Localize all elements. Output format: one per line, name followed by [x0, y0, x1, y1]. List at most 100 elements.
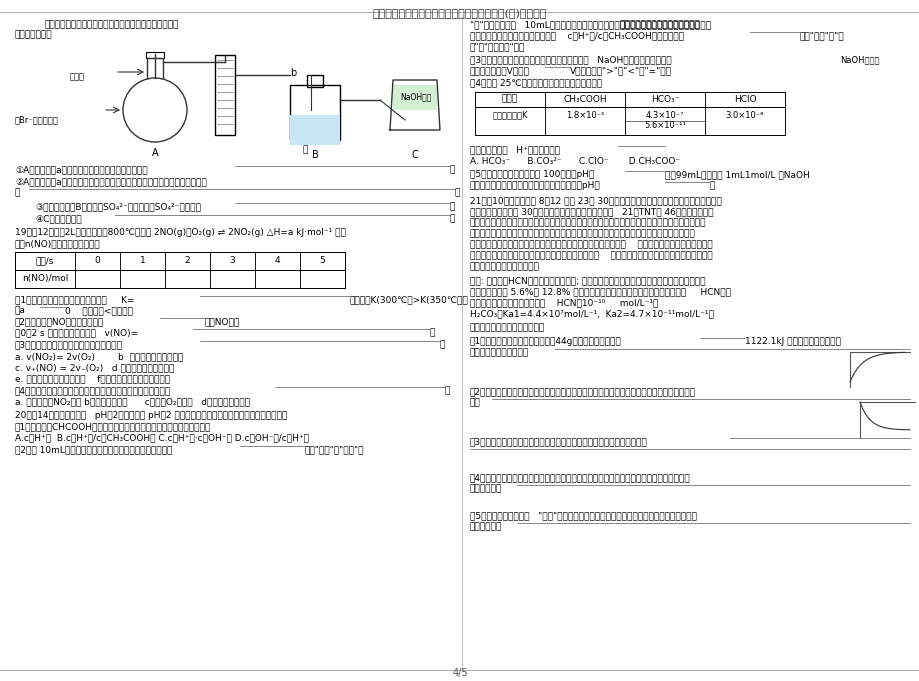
Text: ①A装置中通入a气体的目的是（用离子方程式表示）: ①A装置中通入a气体的目的是（用离子方程式表示）	[15, 165, 147, 174]
Bar	[544, 107, 624, 135]
Text: （填"向左"、"向右"或: （填"向左"、"向右"或	[305, 445, 364, 454]
Text: ，: ，	[439, 340, 445, 349]
Text: 。: 。	[709, 181, 715, 190]
Bar	[704, 107, 784, 135]
Text: （3）不能够说明该反应已达到平衡状态的是: （3）不能够说明该反应已达到平衡状态的是	[15, 340, 123, 349]
Text: 危险品（硫化钠、金属镁、铁箱、硝化纤维素、电石、硅钙合金等    ）；氧化剂和有机过氧化物（硝: 危险品（硫化钠、金属镁、铁箱、硝化纤维素、电石、硅钙合金等 ）；氧化剂和有机过氧…	[470, 240, 712, 249]
Text: 小"或"无法确定"）。: 小"或"无法确定"）。	[470, 42, 525, 51]
Bar	[255, 252, 300, 270]
Bar	[119, 270, 165, 288]
Text: 。已知：K(300℃）>K(350℃），: 。已知：K(300℃）>K(350℃），	[349, 295, 469, 304]
Bar	[146, 52, 164, 58]
Text: 0    （填＞、<或＝）。: 0 （填＞、<或＝）。	[65, 306, 132, 315]
Text: 氢气中的含量为 5.6%～ 12.8% 时，具有爆炸性。氰氧酸固于两组类。氰氯酸（     HCN）；: 氢气中的含量为 5.6%～ 12.8% 时，具有爆炸性。氰氧酸固于两组类。氰氯酸…	[470, 287, 731, 296]
Bar	[474, 107, 784, 135]
Bar	[474, 92, 784, 107]
Text: （4）能使该反应的反应速率增大，且平衡向正反应方向移动的是: （4）能使该反应的反应速率增大，且平衡向正反应方向移动的是	[15, 386, 171, 395]
Text: 。: 。	[429, 328, 435, 337]
Text: （5）大量次氯酸钠用于   "致氯"（氯化钠）反应，生成无害物质，请写出该反应的化学方程: （5）大量次氯酸钠用于 "致氯"（氯化钠）反应，生成无害物质，请写出该反应的化学…	[470, 511, 696, 520]
Text: （3）易燃固体金属钠：禁止用水枪喷水灭火。请用化学方程式表示原因：: （3）易燃固体金属钠：禁止用水枪喷水灭火。请用化学方程式表示原因：	[470, 437, 647, 446]
Text: a. v(NO₂)= 2v(O₂)        b  ．容器内压强保持不变: a. v(NO₂)= 2v(O₂) b ．容器内压强保持不变	[15, 352, 183, 361]
Bar	[210, 252, 255, 270]
Bar	[300, 270, 345, 288]
Text: 。: 。	[449, 214, 455, 223]
Bar	[289, 115, 340, 145]
Text: 1: 1	[140, 257, 145, 266]
Text: 热空气: 热空气	[70, 72, 85, 81]
Bar	[474, 92, 544, 107]
Text: 1.8×10⁻⁵: 1.8×10⁻⁵	[565, 110, 604, 119]
Bar	[307, 75, 323, 87]
Text: 5: 5	[319, 257, 325, 266]
Text: ②A装置中通入a气体一段时间后，停止通入，改通热空气，通入热空气的目的: ②A装置中通入a气体一段时间后，停止通入，改通热空气，通入热空气的目的	[15, 177, 207, 186]
Text: B: B	[312, 150, 318, 160]
Text: 21、（10分）北京时间 8月12 日晚 23时 30分左右，天津滨海新区开发区发生激烈爆炸。共: 21、（10分）北京时间 8月12 日晚 23时 30分左右，天津滨海新区开发区…	[470, 196, 721, 205]
Text: （4）已知 25℃时，两种酸的电离平常常数以下：: （4）已知 25℃时，两种酸的电离平常常数以下：	[470, 78, 601, 87]
Text: （1）乙醇：易燃、易爆。室温下，44g乙醇完全好燃烧放出: （1）乙醇：易燃、易爆。室温下，44g乙醇完全好燃烧放出	[470, 337, 621, 346]
Text: a. 及时分别出NO₂气体 b．合适高升温度      c．增大O₂的浓度   d．选择高效催化剂: a. 及时分别出NO₂气体 b．合适高升温度 c．增大O₂的浓度 d．选择高效催…	[15, 397, 250, 406]
Bar	[624, 92, 704, 107]
Bar	[392, 85, 437, 110]
Text: NaOH溶液: NaOH溶液	[400, 92, 431, 101]
Text: ④C装置的作用是: ④C装置的作用是	[35, 214, 82, 223]
Text: 式表示原因：: 式表示原因：	[470, 484, 502, 493]
Text: 是: 是	[15, 188, 20, 197]
Text: 中，n(NO)随时间变化以下表：: 中，n(NO)随时间变化以下表：	[15, 239, 100, 248]
Text: （1）常温下的CHCOOH溶液如水稀样过程，以下表达式的数值会增大的是: （1）常温下的CHCOOH溶液如水稀样过程，以下表达式的数值会增大的是	[15, 422, 211, 431]
Text: （填"增大"、"减: （填"增大"、"减	[800, 31, 844, 40]
Bar	[75, 270, 119, 288]
Text: 保持不变），待固体溶解后，溶液中    c（H⁺）/c（CH₃COOH）的比值增大: 保持不变），待固体溶解后，溶液中 c（H⁺）/c（CH₃COOH）的比值增大	[470, 31, 683, 40]
Text: ；: ；	[449, 202, 455, 211]
Text: 电离平衡常数K: 电离平衡常数K	[492, 110, 528, 119]
Bar	[165, 252, 210, 270]
Text: HClO: HClO	[732, 95, 755, 104]
Text: V（乙）（填">"、"<"或"="）。: V（乙）（填">"、"<"或"="）。	[570, 66, 671, 75]
Bar	[210, 270, 255, 288]
Text: （2）取 10mL的乙溶液，加入等体积的水，醋酸的电离平衡: （2）取 10mL的乙溶液，加入等体积的水，醋酸的电离平衡	[15, 445, 172, 454]
Text: HCO₃⁻: HCO₃⁻	[650, 95, 678, 104]
Text: 弹。涉事的天津瑞海国际物流有限公司官网显示，该公司仓储业务的商品种类有：易届气体物质（氯: 弹。涉事的天津瑞海国际物流有限公司官网显示，该公司仓储业务的商品种类有：易届气体…	[470, 218, 706, 227]
Text: CH₃COOH: CH₃COOH	[562, 95, 607, 104]
Bar	[300, 252, 345, 270]
Text: ；取99mL甲溶液与 1mL1mol/L 的NaOH: ；取99mL甲溶液与 1mL1mol/L 的NaOH	[664, 170, 809, 179]
Text: 。: 。	[445, 386, 450, 395]
Text: "不"）移动。另取   10mL的乙溶液，加入少量无水醋酸钠固体（假设加入固体前后，溶液体积: "不"）移动。另取 10mL的乙溶液，加入少量无水醋酸钠固体（假设加入固体前后，…	[470, 20, 710, 29]
Text: 20、（14分）现有常温下   pH＝2的盐酸甲和 pH＝2 的醋酸溶液乙，请依照以下操作回答以下问题：: 20、（14分）现有常温下 pH＝2的盐酸甲和 pH＝2 的醋酸溶液乙，请依照以…	[15, 411, 287, 420]
Text: e. 容器内气体颜色不再变化    f．气体平均摩尔质量不再变化: e. 容器内气体颜色不再变化 f．气体平均摩尔质量不再变化	[15, 374, 170, 383]
Bar	[15, 270, 345, 288]
Text: 含Br⁻的酸性溶液: 含Br⁻的酸性溶液	[15, 115, 59, 124]
Bar	[255, 270, 300, 288]
Text: ；: ；	[449, 165, 455, 174]
Text: 化氢（氯气、环氧乙烷气等）；易燃液体（甲乙醇、乙醇之等等）；易固体：自燃物品和遇易燃: 化氢（氯气、环氧乙烷气等）；易燃液体（甲乙醇、乙醇之等等）；易固体：自燃物品和遇…	[470, 229, 695, 238]
Bar	[704, 92, 784, 107]
Text: 3.0×10⁻⁸: 3.0×10⁻⁸	[725, 110, 764, 119]
Text: 有两次爆炸：间隔约 30秒，第二次爆炸成力更强，相当于   21吨TNT的 46枚液货式远程导: 有两次爆炸：间隔约 30秒，第二次爆炸成力更强，相当于 21吨TNT的 46枚液…	[470, 207, 713, 216]
Text: 4.3×10⁻⁷: 4.3×10⁻⁷	[645, 110, 684, 119]
Text: 烧的热化学反应方程式：: 烧的热化学反应方程式：	[470, 348, 528, 357]
Text: 。: 。	[455, 188, 460, 197]
Text: 碳酸在室下的电离常数分别为：    HCN：10⁻¹⁰     mol/L⁻¹；: 碳酸在室下的电离常数分别为： HCN：10⁻¹⁰ mol/L⁻¹；	[470, 298, 658, 307]
Text: （所有橡胶制品均已被保护，夹持: （所有橡胶制品均已被保护，夹持	[619, 20, 700, 29]
Text: NaOH溶液体: NaOH溶液体	[840, 55, 879, 64]
Text: n(NO)/mol: n(NO)/mol	[22, 274, 68, 283]
Text: 积大小关系为：V（甲）: 积大小关系为：V（甲）	[470, 66, 529, 75]
Text: 时间/s: 时间/s	[36, 257, 54, 266]
Bar	[165, 270, 210, 288]
Text: 因：: 因：	[470, 398, 481, 407]
Text: 某课外小组在实验室模拟上述过程设计以下装置进行实验: 某课外小组在实验室模拟上述过程设计以下装置进行实验	[45, 20, 179, 29]
Text: 3: 3	[230, 257, 235, 266]
Text: A.c（H⁺）  B.c（H⁺）/c（CH₃COOH） C.c（H⁺）·c（OH⁻） D.c（OH⁻）/c（H⁺）: A.c（H⁺） B.c（H⁺）/c（CH₃COOH） C.c（H⁺）·c（OH⁻…	[15, 433, 309, 442]
Bar	[544, 92, 624, 107]
Text: 2: 2	[185, 257, 190, 266]
Text: 混合溶液（混合溶液密度变化忽略），混合液的pH＝: 混合溶液（混合溶液密度变化忽略），混合液的pH＝	[470, 181, 600, 190]
Text: （1）写出该反应的平衡常数表达式：     K=: （1）写出该反应的平衡常数表达式： K=	[15, 295, 134, 304]
Bar	[15, 270, 75, 288]
Text: c. v₊(NO) = 2v₋(O₂)   d ．容器内密度保持不变: c. v₊(NO) = 2v₋(O₂) d ．容器内密度保持不变	[15, 363, 174, 372]
Text: （2）图中表示NO的变化的曲线是: （2）图中表示NO的变化的曲线是	[15, 317, 104, 326]
Text: 。用NO表示: 。用NO表示	[205, 317, 240, 326]
Bar	[215, 55, 234, 135]
Text: 0: 0	[95, 257, 100, 266]
Text: 5.6×10⁻¹¹: 5.6×10⁻¹¹	[643, 121, 686, 129]
Text: 酸钾、硝酸锶等）；指类品（氯化钠、甲苯二基硝酸等    ）；氧化品；余类（甲醛、盐酸、甲基磺酰: 酸钾、硝酸锶等）；指类品（氯化钠、甲苯二基硝酸等 ）；氧化品；余类（甲醛、盐酸、…	[470, 251, 712, 260]
Bar	[289, 85, 340, 140]
